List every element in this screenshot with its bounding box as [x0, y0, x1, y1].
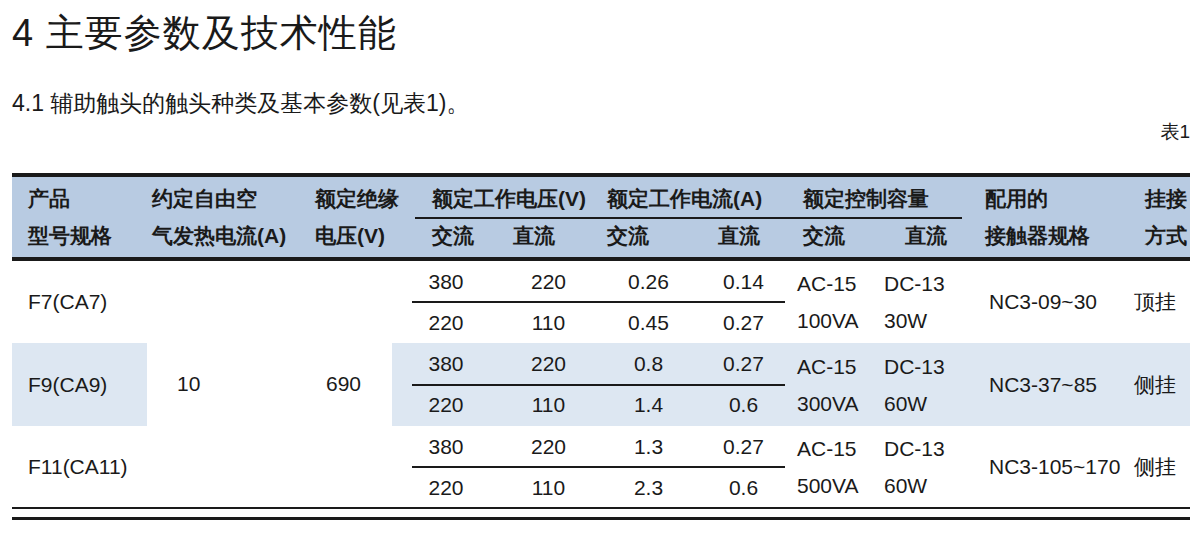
cell-voltage-dc-2: 110 — [500, 302, 597, 343]
cell-current-dc-2: 0.27 — [700, 302, 787, 343]
header-thermal-line2: 气发热电流(A) — [152, 223, 286, 249]
cell-capacity-ac: AC-15500VA — [787, 426, 887, 507]
cell-capacity-dc: DC-1360W — [877, 343, 982, 426]
header-current-ac: 交流 — [607, 223, 649, 249]
cell-voltage-ac-2: 220 — [392, 467, 500, 508]
capacity-dc-class: DC-13 — [884, 430, 945, 467]
cell-voltage-ac-2: 220 — [392, 384, 500, 425]
parameters-table: 产品 型号规格 约定自由空 气发热电流(A) 额定绝缘 电压(V) 额定工作电压… — [12, 173, 1190, 520]
row-divider-line — [412, 384, 785, 386]
cell-current-ac-2: 1.4 — [597, 384, 700, 425]
cell-current-dc-1: 0.27 — [700, 426, 787, 467]
header-mount-line2: 方式 — [1145, 223, 1187, 249]
subsection-title: 4.1 辅助触头的触头种类及基本参数(见表1)。 — [12, 88, 469, 119]
header-group-voltage: 额定工作电压(V) — [432, 186, 586, 212]
cell-capacity-dc: DC-1330W — [877, 261, 982, 343]
capacity-dc-value: 30W — [884, 302, 945, 339]
cell-current-ac-2: 2.3 — [597, 467, 700, 508]
header-group-current: 额定工作电流(A) — [607, 186, 762, 212]
table-header: 产品 型号规格 约定自由空 气发热电流(A) 额定绝缘 电压(V) 额定工作电压… — [12, 177, 1190, 257]
table-row-f11: F11(CA11) 380 220 1.3 0.27 220 110 2.3 0… — [12, 426, 1190, 507]
cell-voltage-ac-2: 220 — [392, 302, 500, 343]
cell-current-dc-1: 0.27 — [700, 343, 787, 384]
capacity-ac-class: AC-15 — [797, 348, 859, 385]
cell-current-ac-1: 1.3 — [597, 426, 700, 467]
cell-voltage-dc-1: 220 — [500, 426, 597, 467]
capacity-ac-value: 500VA — [797, 467, 859, 504]
table-row-f7: F7(CA7) 380 220 0.26 0.14 220 110 0.45 0… — [12, 261, 1190, 343]
table-number-label: 表1 — [1160, 119, 1190, 145]
table-row-f9: F9(CA9) 380 220 0.8 0.27 220 110 1.4 0.6… — [12, 343, 1190, 426]
cell-voltage-dc-1: 220 — [500, 343, 597, 384]
capacity-dc-class: DC-13 — [884, 348, 945, 385]
cell-contactor: NC3-09~30 — [975, 261, 1134, 343]
cell-voltage-dc-1: 220 — [500, 261, 597, 302]
document-page: 4 主要参数及技术性能 4.1 辅助触头的触头种类及基本参数(见表1)。 表1 … — [0, 0, 1200, 541]
cell-capacity-ac: AC-15300VA — [787, 343, 887, 426]
capacity-ac-value: 100VA — [797, 302, 859, 339]
header-capacity-dc: 直流 — [905, 223, 947, 249]
header-group-underline — [415, 217, 962, 219]
cell-current-dc-1: 0.14 — [700, 261, 787, 302]
row-divider-line — [412, 466, 785, 468]
cell-voltage-dc-2: 110 — [500, 384, 597, 425]
header-contactor-line2: 接触器规格 — [985, 223, 1090, 249]
cell-current-ac-1: 0.26 — [597, 261, 700, 302]
header-capacity-ac: 交流 — [803, 223, 845, 249]
cell-capacity-ac: AC-15100VA — [787, 261, 887, 343]
header-product-line2: 型号规格 — [28, 223, 112, 249]
cell-contactor: NC3-37~85 — [975, 343, 1134, 426]
cell-model: F11(CA11) — [12, 426, 163, 507]
capacity-ac-class: AC-15 — [797, 430, 859, 467]
header-voltage-dc: 直流 — [513, 223, 555, 249]
cell-model: F9(CA9) — [12, 343, 163, 426]
cell-voltage-ac-1: 380 — [392, 426, 500, 467]
cell-contactor: NC3-105~170 — [975, 426, 1134, 507]
cell-current-ac-2: 0.45 — [597, 302, 700, 343]
table-bottom-rule-thick — [12, 517, 1190, 520]
cell-voltage-ac-1: 380 — [392, 261, 500, 302]
header-insulation-line2: 电压(V) — [315, 223, 385, 249]
header-insulation-line1: 额定绝缘 — [315, 186, 399, 212]
capacity-dc-value: 60W — [884, 467, 945, 504]
cell-mount: 侧挂 — [1120, 426, 1190, 507]
cell-voltage-dc-2: 110 — [500, 467, 597, 508]
table-bottom-rule-thin — [12, 507, 1190, 509]
header-group-capacity: 额定控制容量 — [803, 186, 929, 212]
cell-mount: 侧挂 — [1120, 343, 1190, 426]
header-current-dc: 直流 — [718, 223, 760, 249]
capacity-dc-class: DC-13 — [884, 265, 945, 302]
capacity-ac-class: AC-15 — [797, 265, 859, 302]
header-thermal-line1: 约定自由空 — [152, 186, 257, 212]
cell-current-ac-1: 0.8 — [597, 343, 700, 384]
header-contactor-line1: 配用的 — [985, 186, 1048, 212]
cell-mount: 顶挂 — [1120, 261, 1190, 343]
header-mount-line1: 挂接 — [1145, 186, 1187, 212]
section-title: 4 主要参数及技术性能 — [12, 8, 397, 59]
capacity-dc-value: 60W — [884, 385, 945, 422]
cell-voltage-ac-1: 380 — [392, 343, 500, 384]
cell-capacity-dc: DC-1360W — [877, 426, 982, 507]
capacity-ac-value: 300VA — [797, 385, 859, 422]
header-voltage-ac: 交流 — [432, 223, 474, 249]
header-product-line1: 产品 — [28, 186, 70, 212]
cell-current-dc-2: 0.6 — [700, 467, 787, 508]
cell-model: F7(CA7) — [12, 261, 163, 343]
cell-current-dc-2: 0.6 — [700, 384, 787, 425]
row-divider-line — [412, 301, 785, 303]
